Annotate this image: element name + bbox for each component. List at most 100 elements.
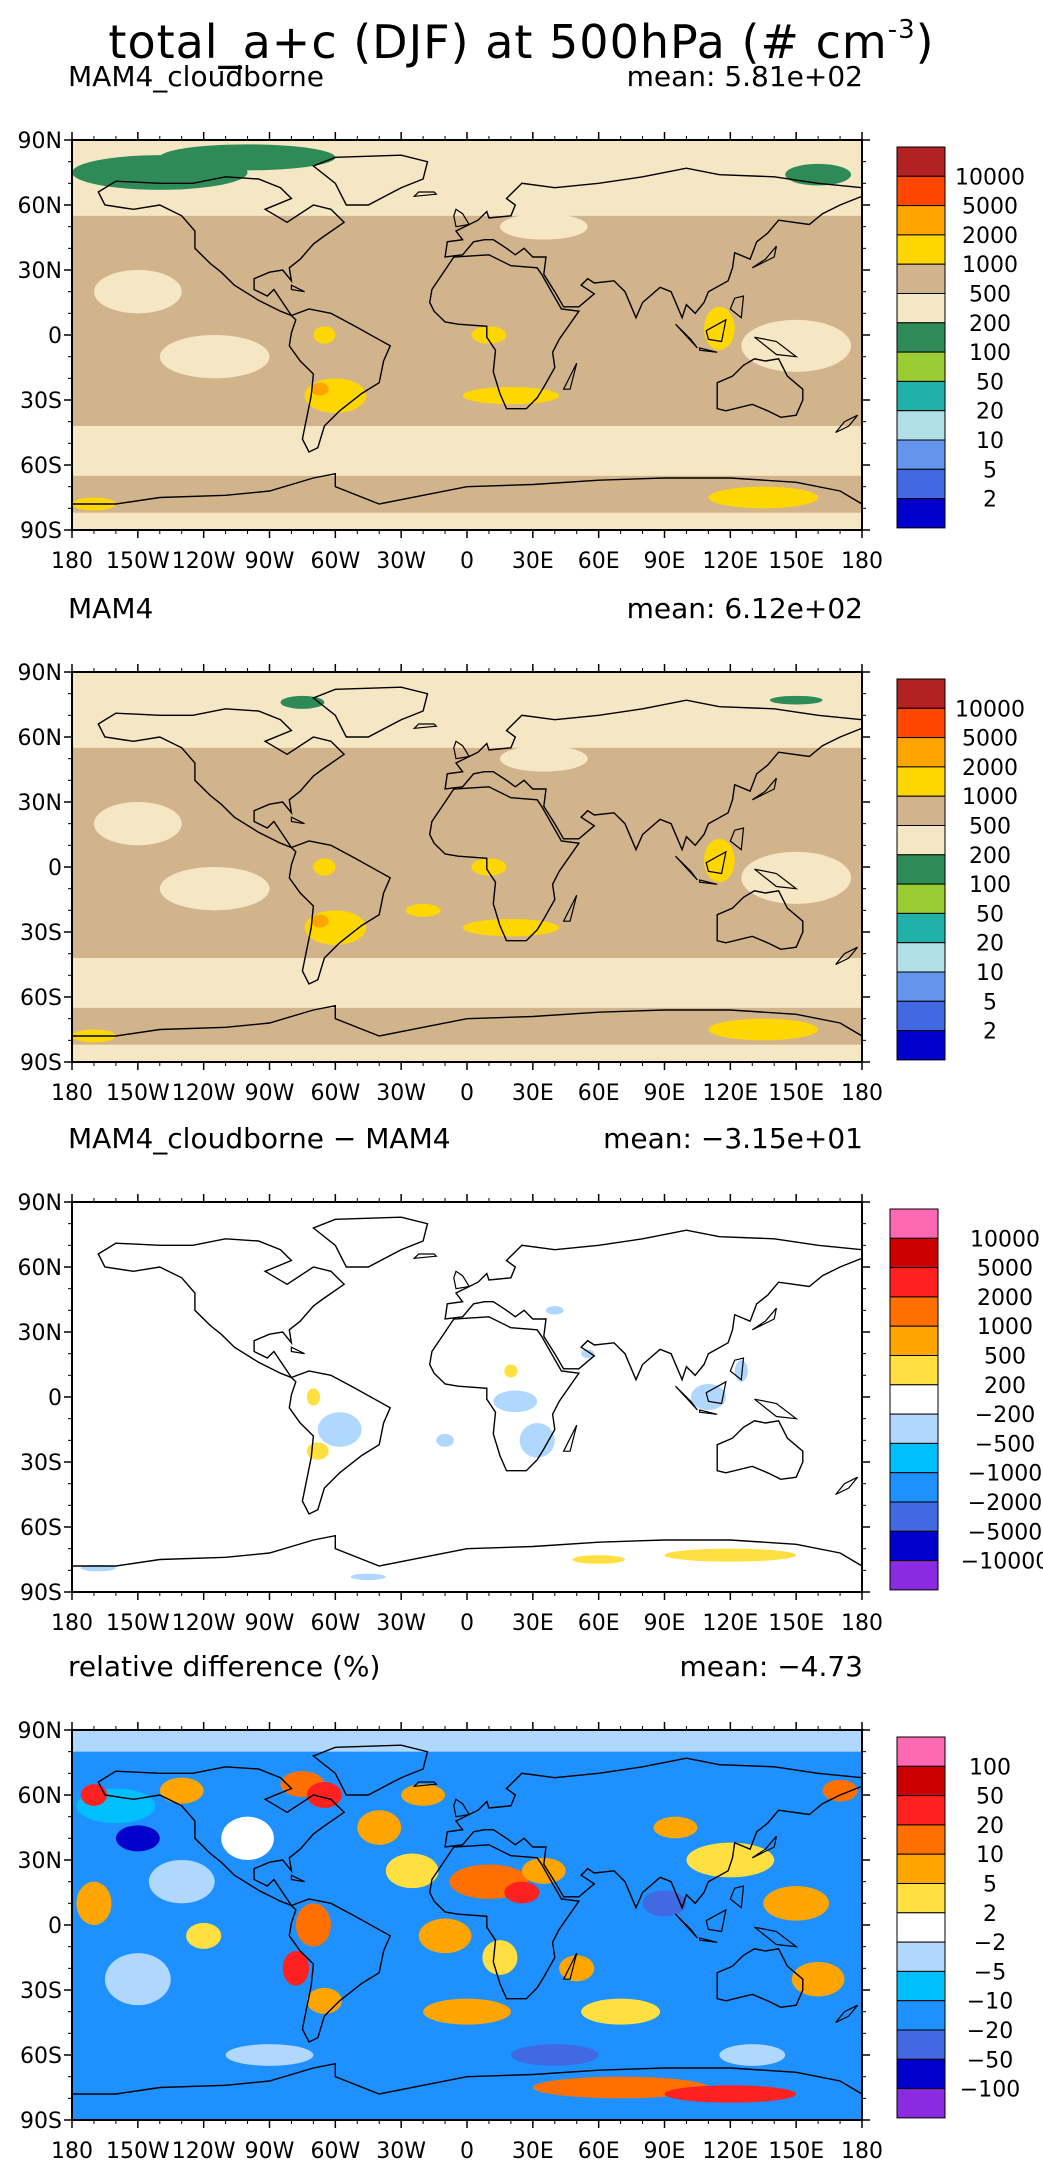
anomaly-region [581,1998,661,2025]
island-outline [699,1409,718,1415]
coastline [97,1238,346,1379]
lon-tick-label: 120E [702,2139,758,2164]
lon-tick-label: 150E [768,1081,824,1106]
colorbar-label: 500 [969,283,1011,308]
coastline [97,1766,346,1907]
lat-tick-label: 30N [18,259,62,284]
colorbar-swatch [896,1941,946,1972]
antarctic-coastline [72,1004,862,1049]
colorbar-label: 5 [983,458,997,483]
colorbar-label: −200 [975,1403,1035,1428]
anomaly-region [306,1987,342,2014]
lon-tick-label: 90W [245,1081,295,1106]
island-outline [754,336,799,358]
colorbar-swatch [896,175,946,207]
lat-tick-label: 90S [20,2109,62,2134]
colorbar-swatch [896,854,946,885]
colorbar-swatch [896,380,946,412]
colorbar-swatch [889,1208,939,1239]
island-outline [705,1380,727,1405]
map-field [72,1202,862,1592]
lon-tick-label: 180 [841,1081,883,1106]
anomaly-region [186,1922,222,1949]
lat-tick-label: 90N [18,1191,62,1216]
anomaly-region [159,1777,204,1804]
lat-tick-label: 90S [20,1051,62,1076]
colorbar-label: −50 [967,2048,1013,2073]
colorbar-swatch [896,498,946,529]
coastline [716,358,804,419]
anomaly-region [504,1881,540,1904]
island-outline [729,827,745,851]
coastline [716,1948,804,2009]
colorbar-label: 1000 [962,785,1018,810]
lon-tick-label: 60E [578,1611,620,1636]
lat-tick-label: 30S [20,921,62,946]
anomaly-region [653,1816,698,1839]
colorbar-label: −100 [960,2078,1020,2103]
anomaly-region [148,1860,215,1904]
anomaly-region [225,2044,314,2066]
colorbar-label: −5 [974,1960,1006,1985]
high-region [304,910,367,945]
green-region [785,163,852,186]
antarctic-coastline [72,2062,862,2107]
colorbar-swatch [896,410,946,441]
island-outline [699,1937,718,1943]
island-outline [675,1385,698,1411]
coastline [312,1744,429,1796]
lon-tick-label: 150E [768,2139,824,2164]
lon-tick-label: 90E [644,549,686,574]
lon-tick-label: 150W [106,549,170,574]
field-band-south [72,958,862,1008]
colorbar-swatch [896,1000,946,1032]
map-field [72,140,862,530]
colorbar-swatch [896,737,946,768]
coastline [312,1216,429,1268]
panel-mean: mean: 6.12e+02 [626,592,863,625]
colorbar-label: 200 [969,312,1011,337]
map-field [72,672,862,1062]
lat-tick-label: 60S [20,1516,62,1541]
colorbar-swatch [896,322,946,353]
panel-title: relative difference (%) [68,1650,381,1683]
colorbar-swatch [889,1472,939,1503]
lon-tick-label: 180 [841,2139,883,2164]
anomaly-region [664,2085,797,2103]
lat-tick-label: 30S [20,1979,62,2004]
lat-tick-label: 0 [48,1386,62,1411]
lon-tick-label: 120E [702,549,758,574]
colorbar-swatch [896,707,946,739]
lon-tick-label: 180 [51,1081,93,1106]
lat-tick-label: 90N [18,661,62,686]
island-outline [699,879,718,885]
panel-mean: mean: −3.15e+01 [603,1122,863,1155]
figure-title-exponent: -3 [887,15,916,45]
coastline [288,1898,392,2043]
colorbar-label: −2000 [968,1491,1042,1516]
colorbar-swatch [889,1355,939,1386]
colorbar-swatch [889,1237,939,1269]
island-outline [705,318,727,343]
lon-tick-label: 120E [702,1081,758,1106]
lon-tick-label: 0 [460,549,474,574]
colorbar-label: 10000 [955,697,1025,722]
panel-mean: mean: −4.73 [679,1650,863,1683]
anomaly-region [822,1779,858,1802]
positive-region [572,1555,626,1564]
island-outline [412,1253,438,1260]
lon-tick-label: 150E [768,549,824,574]
map-figure: 90N 60N 30N 0 30S 60S 90S 180 150W 120W 90W 60W 30W 0… [18,1719,1021,2164]
anomaly-region [521,1857,566,1884]
high-region [304,378,367,413]
lat-tick-label: 60N [18,1784,62,1809]
colorbar-label: 2000 [962,756,1018,781]
negative-region [519,1423,555,1458]
lon-tick-label: 120W [172,549,236,574]
colorbar-label: −10 [967,1990,1013,2015]
colorbar-label: −20 [967,2019,1013,2044]
colorbar-swatch [889,1267,939,1298]
figure-title: total_a+c (DJF) at 500hPa (# cm-3) [0,0,1043,72]
colorbar-swatch [896,2058,946,2090]
high-region [471,858,507,876]
